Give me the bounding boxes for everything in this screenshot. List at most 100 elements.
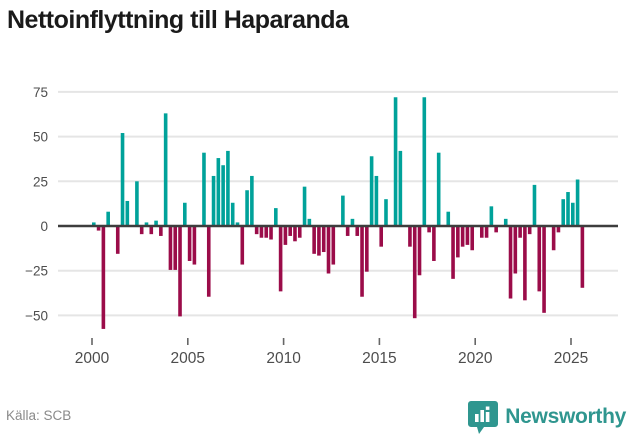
x-axis-labels: 2000 2005 2010 2015 2020 2025 bbox=[75, 350, 588, 367]
bar-positive bbox=[202, 152, 206, 226]
x-tick-label: 2025 bbox=[554, 350, 588, 367]
bar-positive bbox=[120, 133, 125, 226]
y-tick-label: 75 bbox=[33, 85, 48, 100]
bar-positive bbox=[154, 220, 158, 226]
x-tick-label: 2020 bbox=[458, 350, 493, 367]
bar-negative bbox=[269, 227, 273, 240]
y-tick-label: 25 bbox=[33, 174, 48, 189]
bar-negative bbox=[139, 227, 144, 235]
bar-negative bbox=[317, 227, 321, 256]
bar-negative bbox=[417, 227, 422, 276]
bar-negative bbox=[465, 227, 470, 245]
newsworthy-brand[interactable]: Newsworthy bbox=[468, 399, 626, 435]
bar-negative bbox=[542, 227, 546, 313]
bar-negative bbox=[192, 227, 197, 265]
bar-positive bbox=[436, 152, 441, 226]
newsworthy-logo-text: Newsworthy bbox=[505, 405, 626, 428]
bar-negative bbox=[168, 227, 173, 270]
bar-negative bbox=[513, 227, 518, 274]
newsworthy-logo-icon bbox=[468, 401, 499, 434]
source-label: Källa: SCB bbox=[6, 408, 72, 423]
bar-positive bbox=[163, 113, 168, 226]
bar-negative bbox=[484, 227, 489, 238]
y-tick-label: −50 bbox=[25, 308, 48, 323]
bar-negative bbox=[96, 227, 101, 231]
x-tick-label: 2005 bbox=[171, 350, 205, 367]
bar-negative bbox=[360, 227, 364, 297]
bar-positive bbox=[144, 222, 149, 226]
bar-positive bbox=[226, 150, 230, 226]
bar-negative bbox=[432, 227, 436, 261]
bar-negative bbox=[178, 227, 182, 317]
bar-negative bbox=[355, 227, 360, 236]
y-tick-label: 50 bbox=[33, 130, 48, 145]
bar-positive bbox=[566, 192, 570, 226]
bar-negative bbox=[259, 227, 264, 238]
bar-positive bbox=[235, 222, 240, 226]
bar-negative bbox=[159, 227, 163, 236]
bar-negative bbox=[408, 227, 412, 247]
bar-negative bbox=[321, 227, 326, 253]
y-axis-labels: 75 50 25 0 −25 −50 bbox=[25, 85, 48, 323]
page-title: Nettoinflyttning till Haparanda bbox=[7, 6, 349, 34]
bar-negative bbox=[523, 227, 527, 301]
bar-negative bbox=[479, 227, 484, 238]
bar-positive bbox=[106, 211, 110, 226]
bar-negative bbox=[115, 227, 120, 254]
bar-negative bbox=[326, 227, 331, 274]
bar-negative bbox=[283, 227, 288, 245]
bars bbox=[92, 97, 585, 329]
x-tick-label: 2010 bbox=[266, 350, 301, 367]
bar-positive bbox=[350, 218, 355, 226]
bar-negative bbox=[470, 227, 475, 251]
bar-negative bbox=[278, 227, 283, 292]
bar-positive bbox=[571, 202, 575, 226]
bar-negative bbox=[149, 227, 154, 235]
bar-positive bbox=[561, 199, 566, 226]
bar-positive bbox=[503, 218, 508, 226]
bar-positive bbox=[341, 195, 345, 226]
bar-negative bbox=[508, 227, 513, 299]
y-tick-label: −25 bbox=[25, 264, 48, 279]
chart-canvas: 75 50 25 0 −25 −50 2000 2005 2010 2015 2020 2025 bbox=[25, 85, 618, 367]
bar-negative bbox=[460, 227, 465, 247]
bar-positive bbox=[183, 202, 187, 226]
bar-positive bbox=[92, 222, 96, 226]
bar-negative bbox=[527, 227, 532, 235]
bar-negative bbox=[556, 227, 561, 233]
bar-positive bbox=[135, 181, 139, 226]
bar-negative bbox=[345, 227, 350, 236]
bar-positive bbox=[422, 97, 427, 226]
x-axis-ticks bbox=[91, 338, 572, 345]
bar-positive bbox=[125, 200, 130, 226]
bar-positive bbox=[250, 175, 254, 226]
bar-negative bbox=[580, 227, 585, 288]
bar-negative bbox=[456, 227, 460, 258]
bar-positive bbox=[532, 184, 537, 226]
bar-negative bbox=[379, 227, 383, 247]
bar-positive bbox=[446, 211, 451, 226]
bar-negative bbox=[206, 227, 211, 297]
bar-negative bbox=[187, 227, 192, 261]
bar-positive bbox=[302, 186, 307, 226]
bar-negative bbox=[264, 227, 269, 238]
bar-negative bbox=[297, 227, 302, 238]
y-tick-label: 0 bbox=[40, 219, 48, 234]
bar-negative bbox=[173, 227, 178, 270]
bar-positive bbox=[369, 156, 374, 226]
bar-negative bbox=[331, 227, 336, 265]
bar-negative bbox=[288, 227, 292, 236]
bar-positive bbox=[221, 165, 225, 226]
bar-negative bbox=[537, 227, 542, 292]
bar-positive bbox=[274, 208, 278, 226]
bar-positive bbox=[211, 175, 216, 226]
bar-positive bbox=[575, 179, 580, 226]
footer: Källa: SCB Newsworthy bbox=[0, 395, 631, 439]
bar-chart: 75 50 25 0 −25 −50 2000 2005 2010 2015 2020 2025 bbox=[0, 70, 631, 370]
bar-positive bbox=[374, 175, 379, 226]
bar-negative bbox=[240, 227, 245, 265]
bar-positive bbox=[398, 150, 403, 226]
bar-negative bbox=[312, 227, 316, 254]
bar-negative bbox=[494, 227, 498, 233]
bar-negative bbox=[518, 227, 522, 238]
